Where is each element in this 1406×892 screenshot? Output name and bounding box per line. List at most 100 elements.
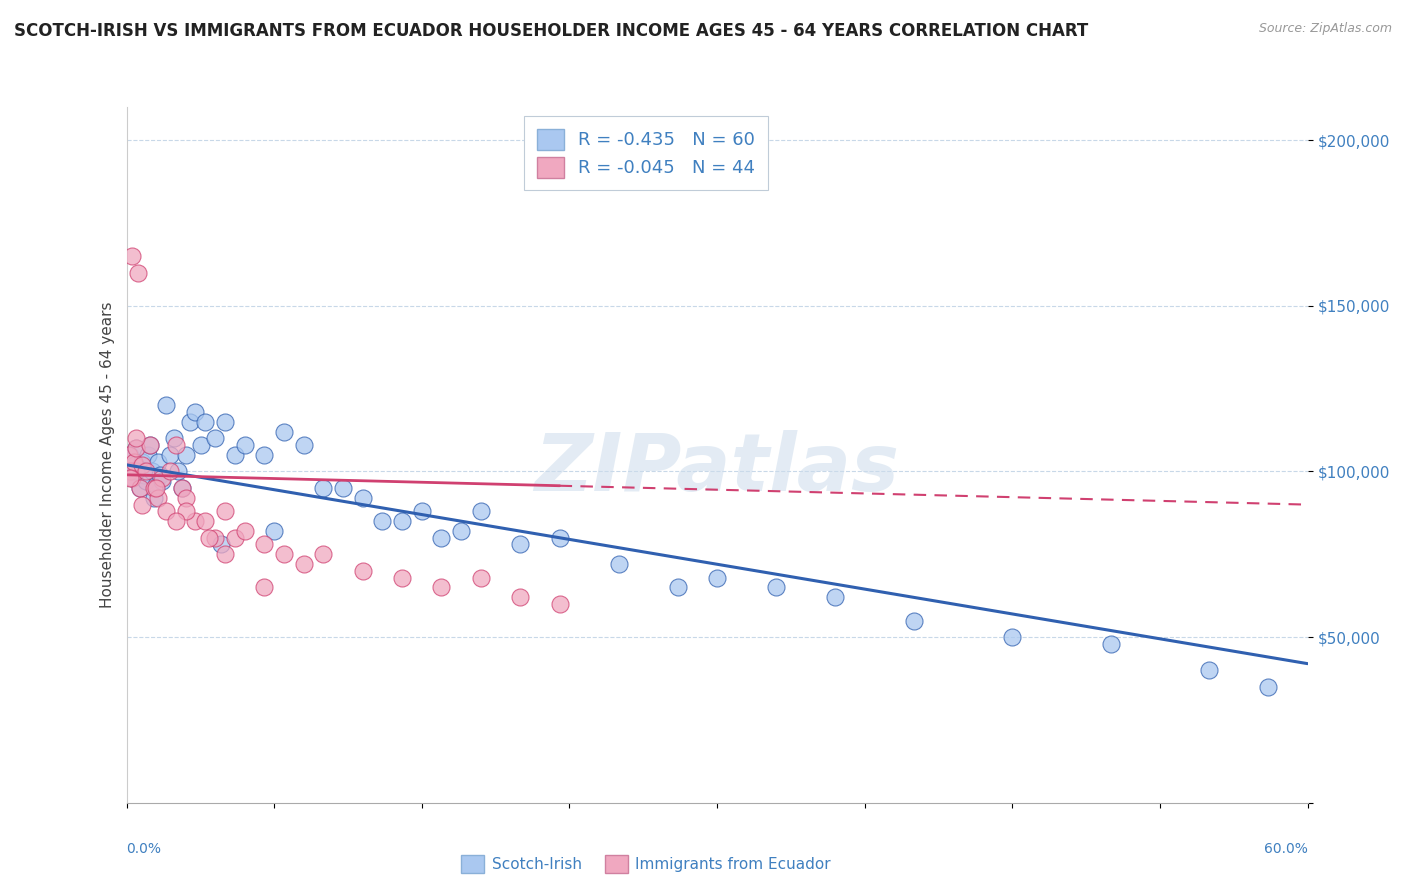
Point bbox=[145, 481, 167, 495]
Point bbox=[121, 471, 143, 485]
Point bbox=[155, 398, 177, 412]
Point bbox=[139, 438, 162, 452]
Point bbox=[430, 531, 453, 545]
Point bbox=[1001, 630, 1024, 644]
Point bbox=[121, 471, 143, 485]
Point bbox=[204, 531, 226, 545]
Point bbox=[470, 570, 492, 584]
Point bbox=[509, 537, 531, 551]
Point bbox=[548, 531, 571, 545]
Point bbox=[470, 504, 492, 518]
Point bbox=[292, 558, 315, 572]
Point bbox=[124, 454, 146, 468]
Point bbox=[117, 448, 139, 462]
Point bbox=[214, 415, 236, 429]
Point bbox=[352, 564, 374, 578]
Point bbox=[391, 514, 413, 528]
Point bbox=[184, 514, 207, 528]
Point bbox=[146, 454, 169, 468]
Point bbox=[125, 465, 148, 479]
Point bbox=[179, 415, 201, 429]
Point bbox=[170, 481, 193, 495]
Point bbox=[607, 558, 630, 572]
Point bbox=[430, 581, 453, 595]
Point bbox=[253, 537, 276, 551]
Point bbox=[765, 581, 787, 595]
Point bbox=[190, 438, 212, 452]
Point bbox=[143, 491, 166, 505]
Text: 0.0%: 0.0% bbox=[127, 842, 162, 856]
Point bbox=[159, 465, 181, 479]
Point bbox=[204, 431, 226, 445]
Point bbox=[391, 570, 413, 584]
Point bbox=[170, 481, 193, 495]
Text: 60.0%: 60.0% bbox=[1264, 842, 1308, 856]
Point bbox=[129, 481, 152, 495]
Point bbox=[120, 465, 142, 479]
Point bbox=[143, 481, 166, 495]
Point bbox=[150, 471, 173, 485]
Point bbox=[174, 491, 197, 505]
Point bbox=[312, 547, 335, 561]
Point bbox=[165, 514, 187, 528]
Point bbox=[145, 477, 167, 491]
Point bbox=[233, 438, 256, 452]
Point bbox=[233, 524, 256, 538]
Point bbox=[139, 438, 162, 452]
Point bbox=[273, 547, 295, 561]
Point bbox=[184, 405, 207, 419]
Point bbox=[125, 442, 148, 456]
Point bbox=[131, 454, 153, 468]
Point bbox=[163, 431, 186, 445]
Point bbox=[214, 547, 236, 561]
Point bbox=[165, 438, 187, 452]
Legend: Scotch-Irish, Immigrants from Ecuador: Scotch-Irish, Immigrants from Ecuador bbox=[456, 849, 837, 879]
Point bbox=[903, 614, 925, 628]
Point bbox=[312, 481, 335, 495]
Point bbox=[1198, 663, 1220, 677]
Point bbox=[253, 581, 276, 595]
Point bbox=[263, 524, 285, 538]
Point bbox=[371, 514, 394, 528]
Point bbox=[141, 465, 163, 479]
Point bbox=[194, 415, 217, 429]
Point bbox=[292, 438, 315, 452]
Point bbox=[253, 448, 276, 462]
Point bbox=[150, 475, 173, 489]
Point bbox=[146, 491, 169, 505]
Point bbox=[1099, 637, 1122, 651]
Point bbox=[1257, 680, 1279, 694]
Point bbox=[824, 591, 846, 605]
Point bbox=[121, 465, 143, 479]
Text: ZIPatlas: ZIPatlas bbox=[534, 430, 900, 508]
Point bbox=[224, 448, 246, 462]
Point bbox=[509, 591, 531, 605]
Point bbox=[127, 465, 149, 479]
Point bbox=[174, 448, 197, 462]
Point bbox=[166, 465, 188, 479]
Point bbox=[125, 431, 148, 445]
Point bbox=[127, 266, 149, 280]
Point bbox=[135, 465, 157, 479]
Point bbox=[194, 514, 217, 528]
Point bbox=[214, 504, 236, 518]
Point bbox=[548, 597, 571, 611]
Point bbox=[135, 475, 157, 489]
Point bbox=[198, 531, 221, 545]
Point bbox=[131, 498, 153, 512]
Point bbox=[450, 524, 472, 538]
Point bbox=[120, 448, 142, 462]
Y-axis label: Householder Income Ages 45 - 64 years: Householder Income Ages 45 - 64 years bbox=[100, 301, 115, 608]
Point bbox=[159, 448, 181, 462]
Point bbox=[224, 531, 246, 545]
Point bbox=[136, 448, 159, 462]
Text: SCOTCH-IRISH VS IMMIGRANTS FROM ECUADOR HOUSEHOLDER INCOME AGES 45 - 64 YEARS CO: SCOTCH-IRISH VS IMMIGRANTS FROM ECUADOR … bbox=[14, 22, 1088, 40]
Point bbox=[666, 581, 689, 595]
Point bbox=[149, 467, 172, 482]
Point bbox=[706, 570, 728, 584]
Point bbox=[134, 467, 156, 482]
Point bbox=[131, 458, 153, 472]
Point bbox=[155, 504, 177, 518]
Point bbox=[174, 504, 197, 518]
Point bbox=[121, 249, 143, 263]
